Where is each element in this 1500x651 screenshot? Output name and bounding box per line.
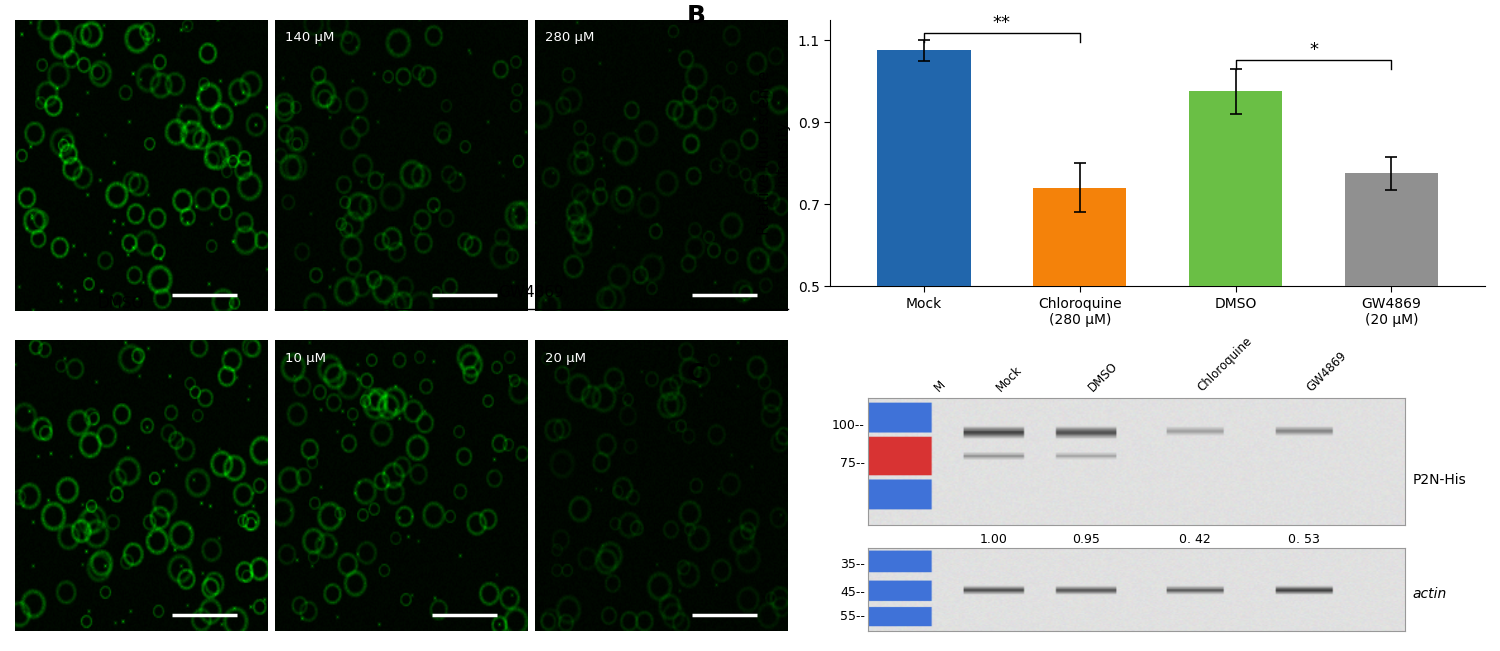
Text: 280 μM: 280 μM: [544, 31, 594, 44]
Text: 35--: 35--: [840, 558, 866, 571]
Text: DMSO: DMSO: [98, 296, 144, 311]
Bar: [1190, 91, 1282, 492]
Y-axis label: Relative fluorescence
intensity: Relative fluorescence intensity: [758, 71, 789, 235]
Text: Chloroquine: Chloroquine: [1196, 335, 1254, 395]
Bar: [1344, 173, 1438, 492]
Text: 55--: 55--: [840, 610, 866, 623]
Text: 0. 53: 0. 53: [1288, 533, 1320, 546]
Text: M: M: [932, 378, 948, 395]
Bar: [1034, 187, 1126, 492]
Text: 0. 42: 0. 42: [1179, 533, 1210, 546]
Text: 45--: 45--: [840, 585, 866, 598]
Text: GW4869: GW4869: [498, 284, 564, 299]
Text: 100--: 100--: [833, 419, 866, 432]
Text: 75--: 75--: [840, 457, 866, 470]
Text: 140 μM: 140 μM: [285, 31, 334, 44]
Text: 20 μM: 20 μM: [544, 352, 586, 365]
Text: 0.95: 0.95: [1072, 533, 1100, 546]
Text: P2N-His: P2N-His: [1412, 473, 1466, 488]
Text: C: C: [687, 362, 705, 386]
Text: DMSO: DMSO: [1086, 360, 1120, 395]
Text: GW4869: GW4869: [1304, 350, 1348, 395]
Text: B: B: [687, 3, 705, 27]
Bar: [878, 50, 971, 492]
Text: actin: actin: [1412, 587, 1446, 601]
Text: *: *: [1310, 40, 1318, 59]
Text: 10 μM: 10 μM: [285, 352, 326, 365]
Text: **: **: [993, 14, 1011, 32]
Text: Mock: Mock: [993, 364, 1024, 395]
Text: 1.00: 1.00: [980, 533, 1008, 546]
